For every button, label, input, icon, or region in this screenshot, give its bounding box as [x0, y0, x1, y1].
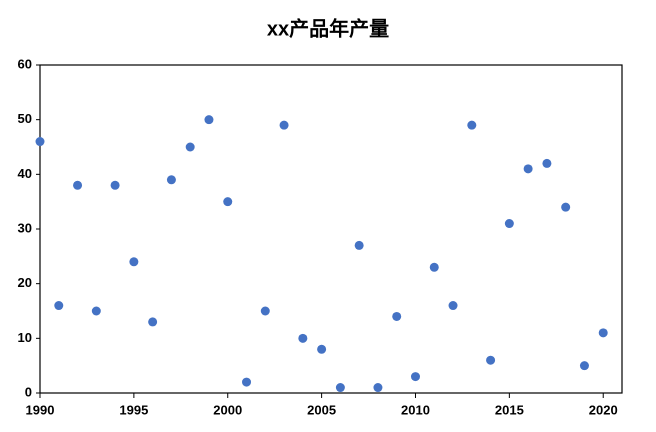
point [335, 383, 345, 393]
y-tick-label: 30 [18, 220, 32, 235]
point [73, 180, 83, 190]
point [317, 344, 327, 354]
point [504, 219, 514, 229]
point [598, 328, 608, 338]
point [486, 355, 496, 365]
x-tick-label: 2005 [307, 402, 336, 417]
point [110, 180, 120, 190]
chart-title: xx产品年产量 [267, 16, 389, 40]
y-tick-label: 10 [18, 330, 32, 345]
point [298, 333, 308, 343]
plot-frame [39, 64, 623, 394]
point [448, 301, 458, 311]
point [129, 257, 139, 267]
point [279, 120, 289, 130]
point [166, 175, 176, 185]
point [54, 301, 64, 311]
point [392, 311, 402, 321]
point [579, 361, 589, 371]
point [242, 377, 252, 387]
point [542, 158, 552, 168]
x-tick-label: 2015 [495, 402, 524, 417]
point [35, 137, 45, 147]
point [185, 142, 195, 152]
point [223, 197, 233, 207]
x-tick-label: 1990 [26, 402, 55, 417]
point [467, 120, 477, 130]
x-tick-label: 1995 [119, 402, 148, 417]
point [260, 306, 270, 316]
y-tick-label: 20 [18, 275, 32, 290]
point [91, 306, 101, 316]
point [354, 240, 364, 250]
point [410, 372, 420, 382]
x-tick-label: 2020 [589, 402, 618, 417]
point [429, 262, 439, 272]
y-tick-label: 50 [18, 111, 32, 126]
y-tick-label: 40 [18, 166, 32, 181]
y-tick-label: 0 [25, 384, 32, 399]
point [204, 115, 214, 125]
y-tick-label: 60 [18, 56, 32, 71]
x-tick-label: 2000 [213, 402, 242, 417]
point [148, 317, 158, 327]
point [523, 164, 533, 174]
point [373, 383, 383, 393]
x-tick-label: 2010 [401, 402, 430, 417]
point [561, 202, 571, 212]
